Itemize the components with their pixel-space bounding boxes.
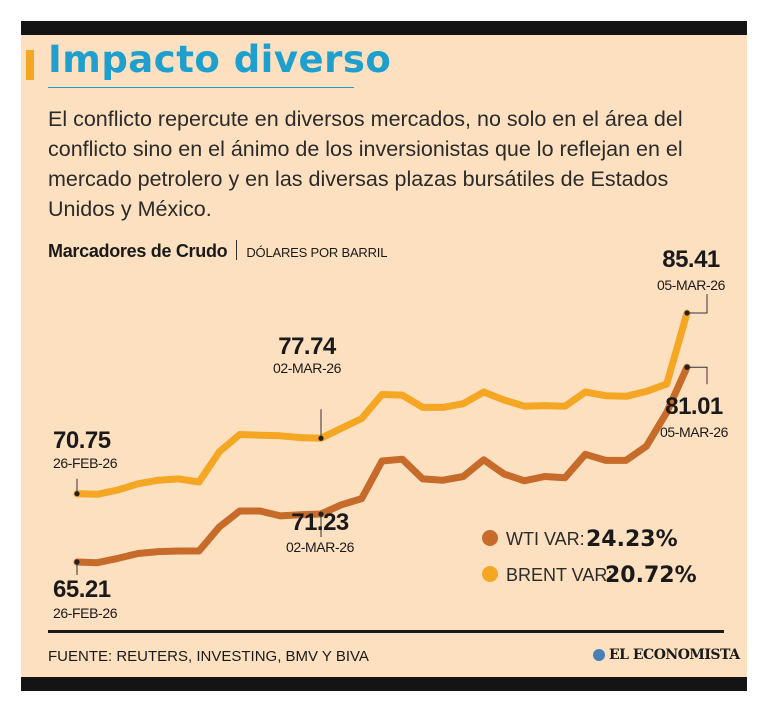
description-text: El conflicto repercute en diversos merca… — [48, 107, 683, 221]
brand-name: EL ECONOMISTA — [609, 647, 740, 663]
source-note: FUENTE: REUTERS, INVESTING, BMV Y BIVA — [48, 648, 369, 665]
title-separator — [236, 240, 238, 260]
wti-point-marker — [318, 511, 324, 517]
wti-point-marker — [74, 559, 80, 565]
wti-point-marker — [684, 364, 690, 370]
content-panel — [21, 35, 747, 677]
title-accent-mark — [26, 50, 34, 80]
brent-legend-marker — [482, 566, 498, 582]
brent-value-label: 70.75 — [53, 427, 111, 454]
wti-value-label: 65.21 — [53, 576, 111, 603]
brent-date-label: 02-MAR-26 — [273, 360, 342, 376]
brent-legend-value: 20.72% — [605, 563, 697, 588]
brent-value-label: 77.74 — [278, 333, 337, 360]
wti-legend-value: 24.23% — [586, 527, 678, 552]
brand-globe-icon — [593, 649, 605, 661]
brent-series-line — [73, 309, 691, 498]
wti-legend-label: WTI VAR: — [506, 529, 585, 549]
wti-leader-line — [687, 366, 708, 385]
wti-date-label: 26-FEB-26 — [53, 605, 118, 621]
bottom-border-bar — [21, 677, 747, 691]
brent-date-label: 05-MAR-26 — [657, 277, 726, 293]
title-underline — [48, 87, 354, 88]
footer-divider — [48, 630, 724, 633]
wti-date-label: 05-MAR-26 — [660, 424, 729, 440]
chart-title-text: Marcadores de Crudo — [48, 241, 228, 261]
wti-date-label: 02-MAR-26 — [286, 539, 355, 555]
brent-value-label: 85.41 — [662, 246, 720, 273]
brent-point-marker — [318, 435, 324, 441]
chart-unit-label: DÓLARES POR BARRIL — [246, 245, 388, 260]
page-title: Impacto diverso — [48, 38, 392, 81]
wti-value-label: 71.23 — [291, 509, 349, 536]
brent-point-marker — [74, 491, 80, 497]
wti-legend-marker — [482, 530, 498, 546]
top-border-bar — [21, 21, 747, 35]
brent-legend-label: BRENT VAR: — [506, 565, 612, 585]
chart-title: Marcadores de Crudo DÓLARES POR BARRIL — [48, 240, 387, 262]
brent-leader-line — [687, 294, 708, 314]
brand-logo: EL ECONOMISTA — [593, 647, 740, 663]
brent-point-marker — [684, 310, 690, 316]
wti-value-label: 81.01 — [665, 393, 723, 420]
brent-date-label: 26-FEB-26 — [53, 455, 118, 471]
wti-series-line — [73, 363, 691, 567]
